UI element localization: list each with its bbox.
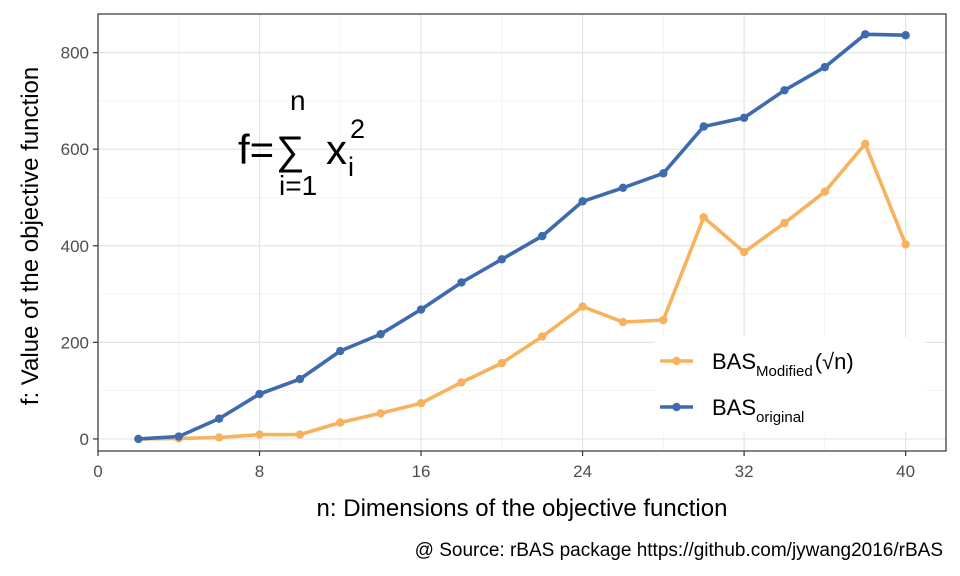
data-point <box>295 430 305 439</box>
x-axis-ticks: 0 8 16 24 32 40 <box>93 451 915 481</box>
x-tick-label: 32 <box>735 462 754 481</box>
y-tick-label: 0 <box>80 430 89 449</box>
data-point <box>820 187 830 196</box>
data-point <box>457 378 466 387</box>
y-axis-title: f: Value of the objective function <box>17 67 44 405</box>
data-point <box>537 231 547 241</box>
formula-upper-limit: n <box>290 85 306 116</box>
series-lines <box>136 32 908 441</box>
data-point <box>214 414 224 423</box>
series-line-0 <box>136 142 908 441</box>
x-tick-label: 8 <box>255 462 264 481</box>
data-point <box>820 62 830 72</box>
x-tick-label: 24 <box>573 462 592 481</box>
data-point <box>618 183 628 193</box>
formula-sum-symbol: ∑ <box>276 129 305 173</box>
formula-subscript: i <box>348 152 354 182</box>
data-point <box>861 30 870 39</box>
data-point <box>659 169 668 178</box>
data-point <box>497 358 507 368</box>
source-caption: @ Source: rBAS package https://github.co… <box>415 540 943 561</box>
x-tick-label: 40 <box>896 462 915 481</box>
data-point <box>416 398 426 408</box>
formula-variable: x <box>326 126 347 173</box>
legend-box <box>655 337 925 432</box>
x-tick-label: 0 <box>93 462 102 481</box>
data-point <box>376 409 385 418</box>
data-point <box>861 139 870 149</box>
data-point <box>578 197 587 206</box>
series-points <box>134 30 910 444</box>
y-tick-label: 400 <box>61 237 89 256</box>
legend-key-point <box>672 402 681 412</box>
data-point <box>739 247 749 257</box>
legend-label: BASoriginal <box>712 395 804 426</box>
data-point <box>780 86 789 95</box>
data-point <box>214 433 224 442</box>
data-point <box>659 315 668 325</box>
data-point <box>174 432 183 441</box>
x-tick-label: 16 <box>412 462 431 481</box>
formula-superscript: 2 <box>350 114 365 144</box>
series-line-1 <box>136 32 908 441</box>
data-point <box>901 240 910 249</box>
y-tick-label: 600 <box>61 140 89 159</box>
legend-key-point <box>672 356 681 366</box>
data-point <box>537 332 547 341</box>
legend: BASModified(√n) BASoriginal <box>655 337 925 432</box>
data-point <box>739 113 749 123</box>
y-axis-ticks: 0 200 400 600 800 <box>61 44 98 449</box>
data-point <box>497 255 507 264</box>
data-point <box>699 122 708 131</box>
data-point <box>618 317 628 327</box>
data-point <box>901 31 910 40</box>
formula-lhs: f= <box>238 126 274 173</box>
data-point <box>699 213 708 222</box>
data-point <box>255 430 264 439</box>
data-point <box>578 302 587 311</box>
data-point <box>336 346 345 356</box>
y-tick-label: 800 <box>61 44 89 63</box>
x-axis-title: n: Dimensions of the objective function <box>317 495 728 522</box>
data-point <box>336 418 345 427</box>
legend-label: BASModified(√n) <box>712 349 854 380</box>
data-point <box>376 329 385 339</box>
data-point <box>457 278 466 287</box>
data-point <box>255 389 264 399</box>
formula-annotation: f= ∑ n i=1 x i 2 <box>238 85 365 201</box>
data-point <box>416 305 426 314</box>
data-point <box>295 374 305 384</box>
y-tick-label: 200 <box>61 333 89 352</box>
data-point <box>780 218 789 228</box>
data-point <box>134 434 143 444</box>
plot-panel-border <box>97 13 947 452</box>
formula-lower-limit: i=1 <box>279 170 317 201</box>
